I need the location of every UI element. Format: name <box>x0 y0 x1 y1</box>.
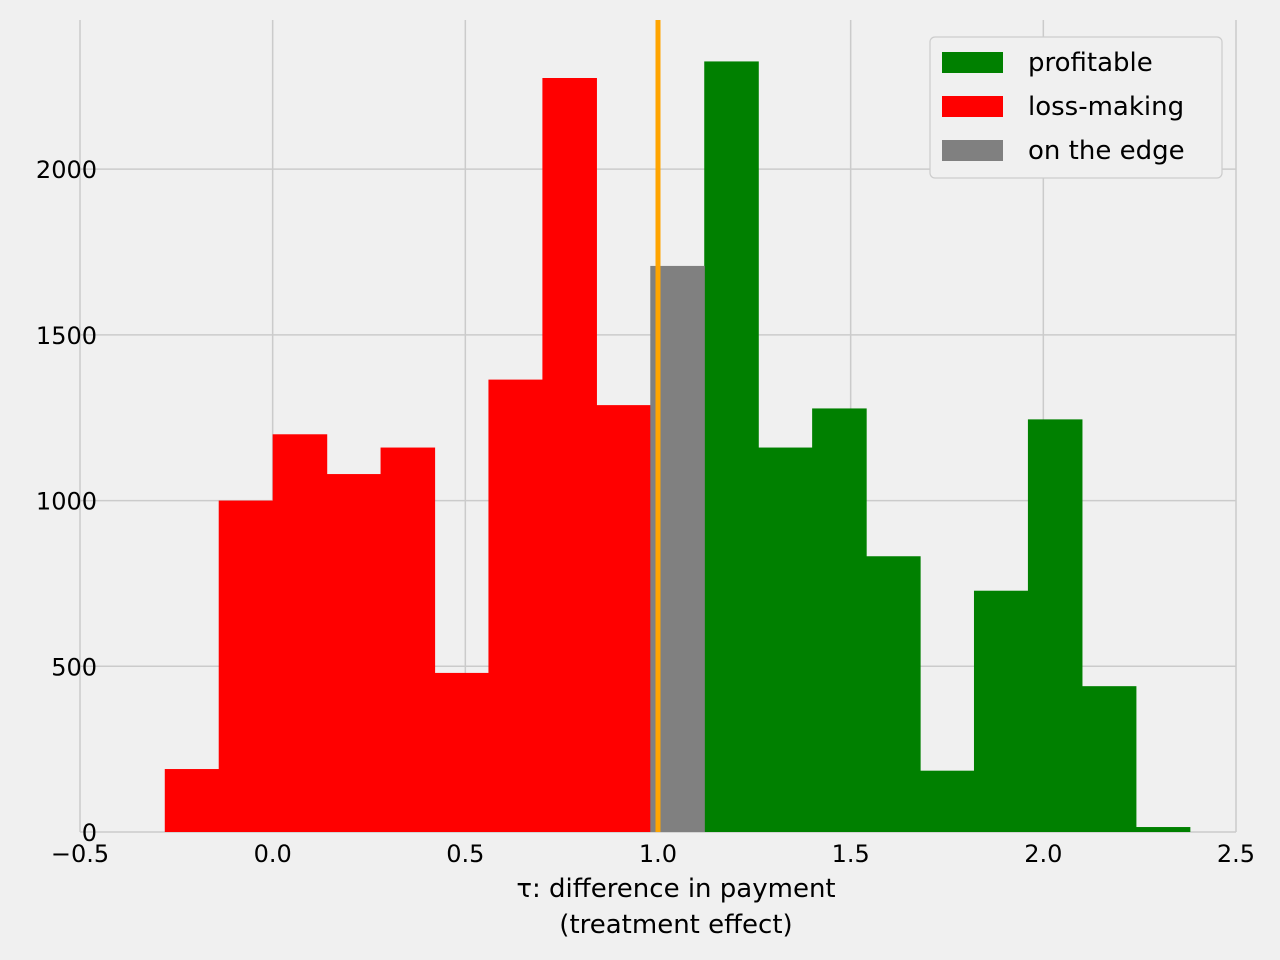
x-tick-label: 2.5 <box>1217 840 1255 868</box>
bar-profitable <box>1027 419 1083 832</box>
x-tick-label: 1.0 <box>639 840 677 868</box>
x-tick-label: −0.5 <box>51 840 109 868</box>
y-tick-labels: 0 500 1000 1500 2000 <box>36 156 97 847</box>
bar-loss-making <box>434 672 490 832</box>
y-tick-label: 1000 <box>36 488 97 516</box>
legend: profitable loss-making on the edge <box>929 36 1223 179</box>
bar-loss-making <box>380 447 436 832</box>
legend-swatch <box>942 140 1003 161</box>
x-tick-label: 0.0 <box>254 840 292 868</box>
bar-loss-making <box>272 434 328 832</box>
bar-loss-making <box>488 379 543 832</box>
y-tick-label: 1500 <box>36 322 97 350</box>
x-axis-label-line2: (treatment effect) <box>559 910 792 940</box>
bar-loss-making <box>596 405 651 832</box>
bar-profitable <box>866 556 921 832</box>
bar-loss-making <box>326 474 382 832</box>
x-tick-label: 2.0 <box>1024 840 1062 868</box>
bar-profitable <box>758 447 813 832</box>
bar-profitable <box>1135 827 1191 832</box>
x-axis-label-line1: τ: difference in payment <box>516 874 835 904</box>
bar-profitable <box>812 408 867 832</box>
histogram-bars <box>164 61 1191 832</box>
legend-swatch <box>942 96 1003 117</box>
bar-profitable <box>973 590 1029 832</box>
y-tick-label: 2000 <box>36 156 97 184</box>
legend-label: on the edge <box>1028 136 1185 166</box>
x-tick-labels: −0.5 0.0 0.5 1.0 1.5 2.0 2.5 <box>51 840 1255 868</box>
x-tick-label: 0.5 <box>446 840 484 868</box>
legend-label: loss-making <box>1028 92 1184 122</box>
legend-label: profitable <box>1028 48 1153 78</box>
bar-loss-making <box>218 500 274 832</box>
bar-profitable <box>1081 686 1137 832</box>
bar-loss-making <box>542 78 597 832</box>
bar-profitable <box>920 770 975 832</box>
bar-loss-making <box>164 769 220 832</box>
bar-profitable <box>704 61 759 832</box>
y-tick-label: 500 <box>51 653 97 681</box>
legend-swatch <box>942 52 1003 73</box>
x-tick-label: 1.5 <box>832 840 870 868</box>
y-tick-label: 0 <box>82 819 97 847</box>
